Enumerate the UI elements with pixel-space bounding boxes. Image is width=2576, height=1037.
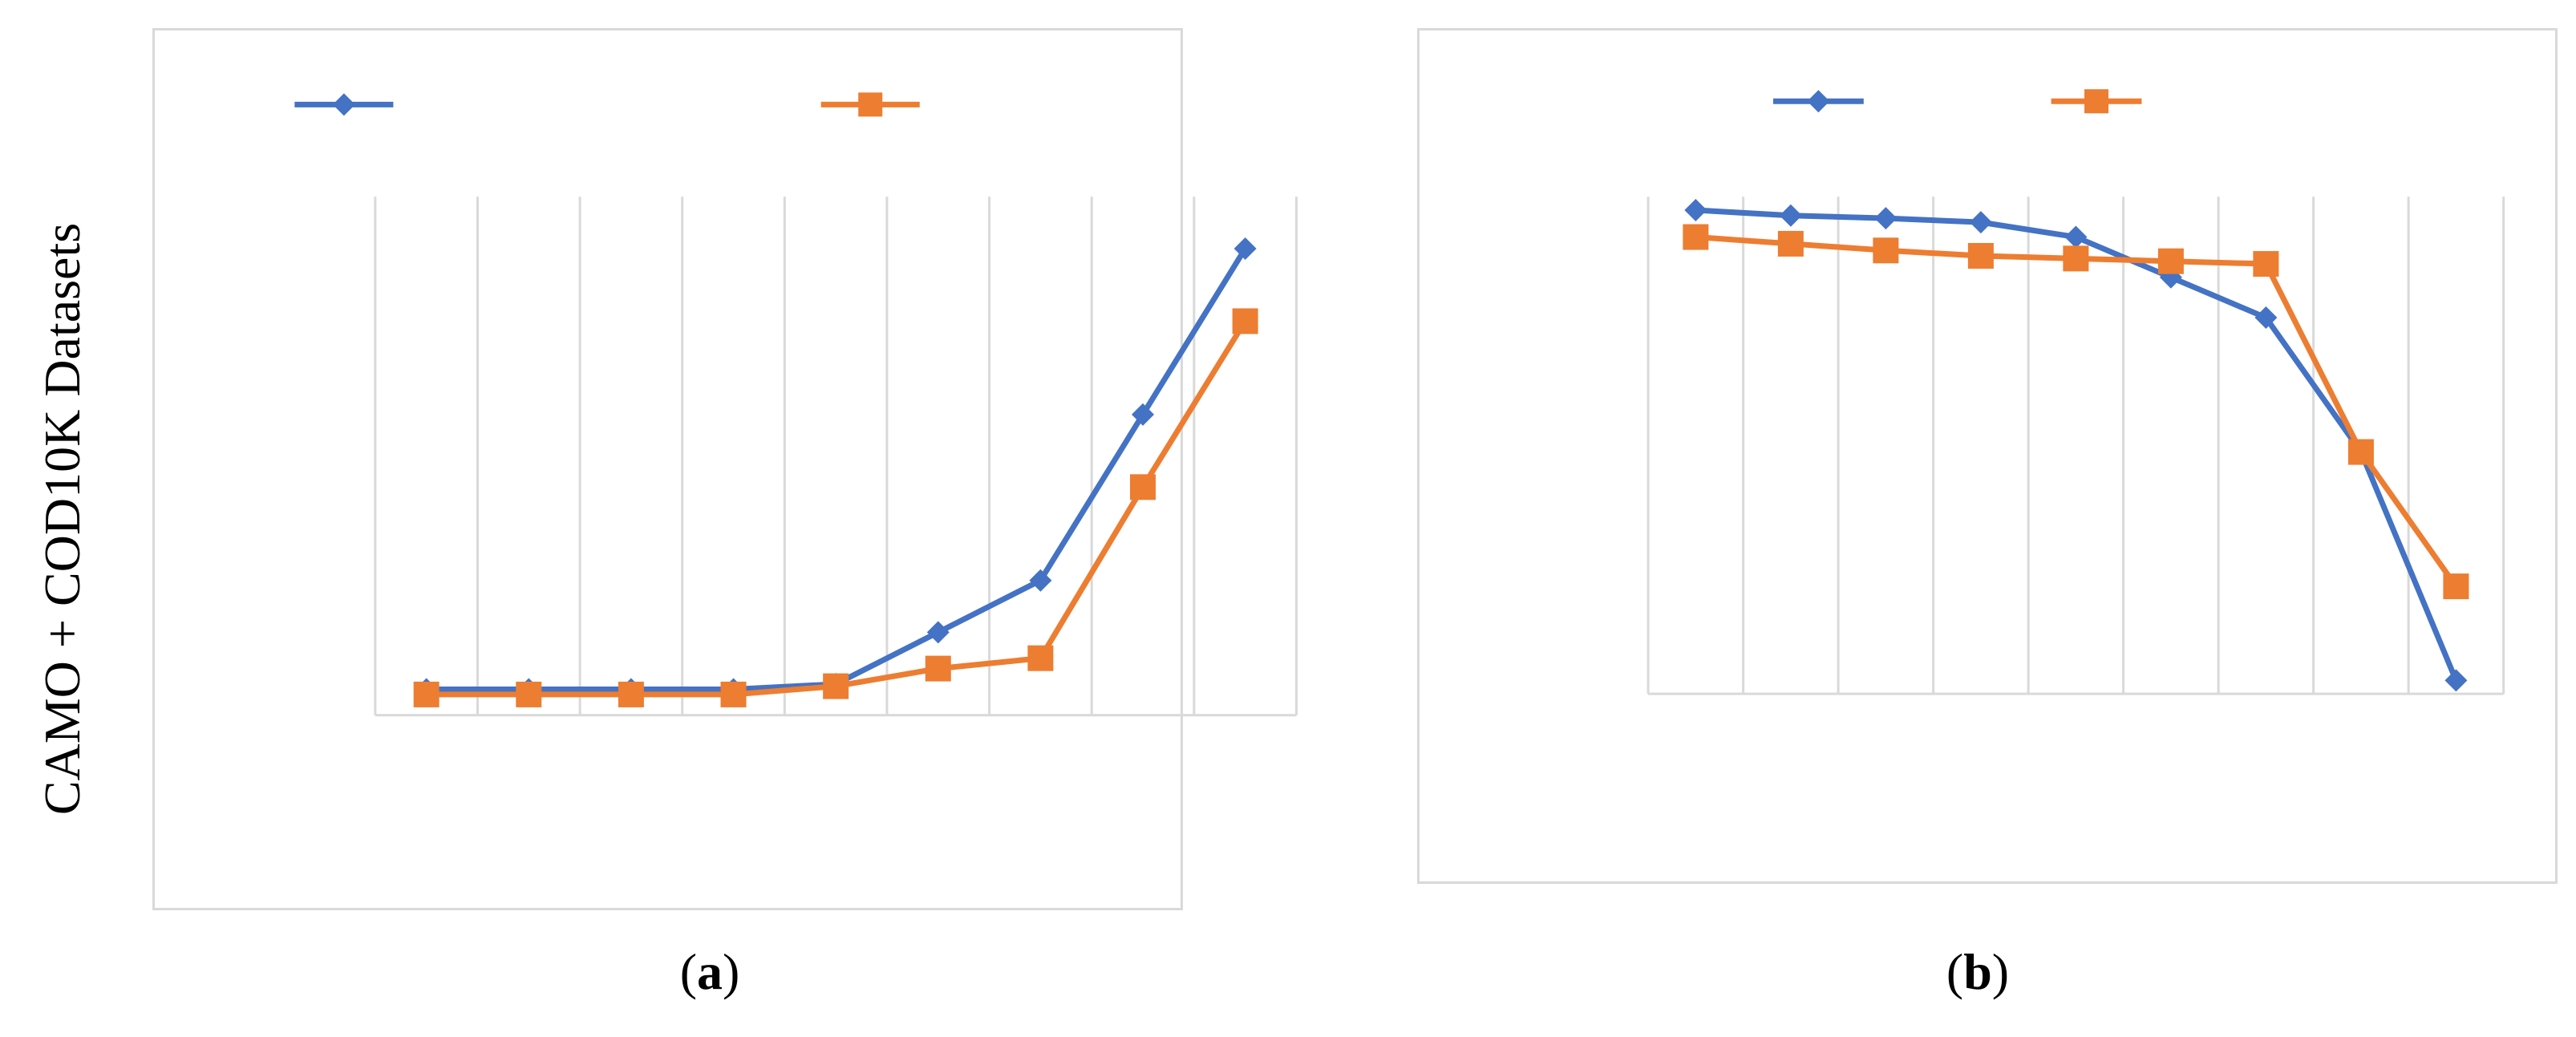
data-point-val-dice-coefficient	[1233, 237, 1257, 260]
data-point-val-dice-coefficient	[1132, 403, 1155, 426]
data-point-dice-coefficient	[1232, 308, 1258, 334]
side-dataset-label: CAMO + COD10K Datasets	[34, 222, 91, 816]
data-point-loss	[1777, 230, 1804, 257]
data-point-val-loss	[1684, 199, 1707, 222]
data-point-dice-coefficient	[925, 655, 951, 682]
data-point-loss	[1683, 224, 1709, 250]
data-point-dice-coefficient	[823, 673, 849, 699]
data-point-loss	[2157, 248, 2184, 274]
legend-marker-diamond	[332, 93, 355, 116]
chart-panel-a	[152, 28, 1298, 910]
data-point-loss	[1967, 242, 1994, 269]
legend-item-dice-coefficient	[820, 92, 920, 117]
series-line-dice-coefficient	[426, 319, 1248, 698]
legend-marker-square	[858, 92, 883, 117]
data-point-loss	[2443, 573, 2469, 600]
data-point-dice-coefficient	[516, 681, 542, 707]
data-point-loss	[2347, 439, 2374, 465]
data-point-val-dice-coefficient	[1029, 569, 1052, 592]
data-point-dice-coefficient	[1027, 645, 1054, 671]
series-line-val-loss	[1695, 207, 2459, 682]
data-point-val-loss	[1779, 204, 1802, 227]
data-point-loss	[1873, 237, 1899, 264]
data-point-val-loss	[1874, 207, 1898, 230]
legend-item-loss	[2051, 89, 2142, 114]
series-line-val-dice-coefficient	[426, 247, 1248, 692]
data-point-val-dice-coefficient	[926, 621, 950, 644]
data-point-dice-coefficient	[413, 681, 439, 707]
data-point-val-loss	[2064, 225, 2088, 249]
data-point-val-loss	[1969, 211, 1992, 234]
legend-marker-diamond	[1807, 90, 1830, 113]
data-point-dice-coefficient	[618, 681, 644, 707]
chart-b-svg	[1646, 89, 2505, 695]
caption-b: (b)	[1946, 943, 2010, 1000]
chart-panel-b	[1417, 28, 2558, 884]
data-point-dice-coefficient	[720, 681, 747, 707]
caption-a: (a)	[679, 943, 740, 1000]
data-point-loss	[2063, 245, 2089, 272]
legend-item-val-loss	[1772, 90, 1864, 113]
data-point-val-loss	[2444, 669, 2468, 692]
chart-a-svg	[294, 92, 1298, 717]
data-point-loss	[2253, 251, 2279, 277]
data-point-dice-coefficient	[1130, 474, 1156, 500]
legend-marker-square	[2084, 89, 2109, 114]
data-point-val-loss	[2254, 306, 2278, 330]
legend-item-val-dice-coefficient	[294, 93, 394, 116]
series-line-loss	[1695, 234, 2459, 589]
